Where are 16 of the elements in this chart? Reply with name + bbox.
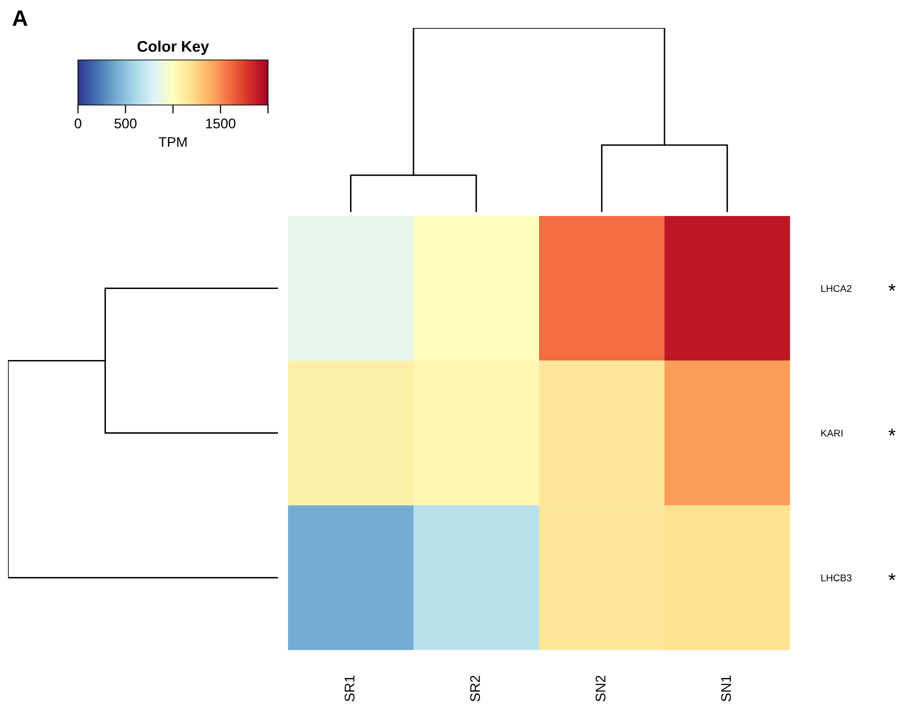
y-tick-label: KARI — [821, 430, 842, 437]
color-bar-label: 0 — [74, 118, 82, 128]
text: * — [888, 428, 896, 436]
color-bar-title: TPM — [158, 137, 187, 147]
x-tick-label: SR1 — [344, 676, 354, 702]
color-bar-label: 500 — [114, 118, 137, 128]
text: * — [888, 284, 896, 291]
x-tick-label: SN2 — [596, 676, 606, 702]
legend-title: Color Key — [138, 40, 209, 55]
text: * — [888, 573, 896, 580]
y-tick-label: LHCA2 — [821, 285, 852, 292]
x-tick-label: SR2 — [470, 676, 480, 702]
x-tick-label: SN1 — [721, 676, 731, 702]
text: A — [12, 10, 28, 26]
y-tick-label: LHCB3 — [821, 574, 852, 582]
color-bar-label: 1500 — [206, 118, 236, 128]
